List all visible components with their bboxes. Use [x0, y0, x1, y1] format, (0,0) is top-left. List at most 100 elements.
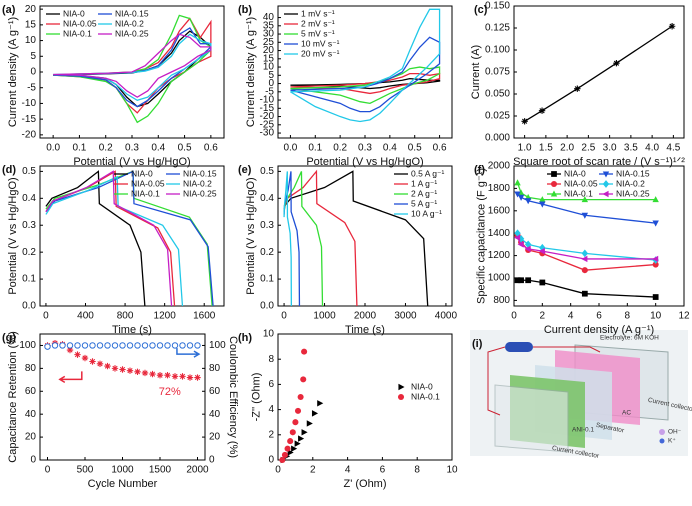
x-tick-label: 2.5: [581, 143, 595, 154]
x-tick-label: 4: [345, 465, 351, 476]
marker: [581, 255, 588, 263]
y-tick-label: 2000: [488, 161, 511, 172]
panel-label: (f): [474, 164, 485, 176]
marker: [156, 372, 164, 379]
plot-frame: [277, 333, 453, 461]
k-label: K⁺: [668, 438, 676, 445]
panel: 0 500 1000 1500 2000020406080100020406080100…: [2, 331, 239, 490]
x-tick-label: 0.0: [46, 143, 60, 154]
marker: [581, 290, 588, 297]
marker: [581, 196, 589, 203]
marker: [126, 342, 134, 349]
y2-tick-label: 80: [209, 363, 221, 374]
marker: [291, 445, 298, 452]
y-tick-label: 1800: [488, 183, 511, 194]
panel: 1.0 1.5 2.0 2.5 3.0 3.5 4.0 4.5 0.000 0.025 0.050 0…: [470, 1, 685, 168]
marker: [297, 393, 304, 401]
x-tick-label: 1500: [149, 465, 172, 476]
x-tick-label: 2.0: [560, 143, 574, 154]
marker: [96, 360, 104, 367]
x-tick-label: 1600: [193, 311, 216, 322]
marker: [581, 267, 588, 274]
y-tick-label: 20: [25, 4, 37, 15]
y-tick-label: 0.1: [22, 274, 36, 285]
legend-label: 1 A g⁻¹: [411, 178, 437, 188]
battery: [505, 342, 533, 352]
marker: [74, 351, 81, 358]
legend-marker: [602, 190, 609, 198]
y-tick-label: 1600: [488, 205, 511, 216]
x-axis-label: Cycle Number: [88, 478, 158, 490]
x-tick-label: 0.5: [408, 143, 422, 154]
y-tick-label: 15: [25, 19, 37, 30]
series-line: [53, 33, 212, 101]
collector-plate: [494, 384, 569, 453]
x-tick-label: 1000: [111, 465, 134, 476]
marker: [652, 255, 659, 263]
marker: [194, 342, 201, 349]
legend-label: NIA-0: [411, 381, 433, 391]
x-tick-label: 4000: [435, 311, 458, 322]
marker: [44, 343, 51, 350]
x-axis-label: Potential (V vs Hg/HgO): [73, 156, 190, 168]
y-tick-label: 0.025: [485, 111, 510, 122]
marker: [652, 294, 659, 300]
y-tick-label: 0.4: [260, 193, 274, 204]
legend-label: NIA-0.1: [411, 391, 440, 401]
marker: [149, 342, 156, 349]
y-axis-label: -Z'' (Ohm): [251, 373, 263, 422]
marker: [81, 342, 89, 349]
x-tick-label: 0.4: [383, 143, 397, 154]
marker: [164, 372, 171, 379]
x-tick-label: 1000: [313, 311, 336, 322]
series-line: [283, 170, 429, 307]
x-tick-label: 3.5: [624, 143, 638, 154]
y-tick-label: 25: [263, 37, 275, 48]
series-line: [53, 30, 212, 108]
wire: [487, 346, 601, 416]
y2-tick-label: 20: [209, 432, 221, 443]
y-tick-label: -10: [260, 95, 275, 106]
y-tick-label: 10: [263, 329, 275, 340]
y-tick-label: 20: [263, 45, 275, 56]
series-line: [53, 33, 212, 98]
y-tick-label: 0.0: [260, 301, 274, 312]
y-tick-label: -15: [260, 103, 275, 114]
marker: [141, 369, 149, 377]
panel-label: (g): [2, 332, 16, 344]
series-line: [516, 237, 656, 260]
y-tick-label: 800: [493, 295, 510, 306]
series-line: [290, 8, 441, 123]
panel-label: (b): [238, 4, 252, 16]
x-axis-label: Time (s): [112, 324, 152, 336]
y-tick-label: 0: [30, 455, 36, 466]
legend-label: NIA-0.25: [183, 188, 217, 198]
x-tick-label: 10: [650, 311, 662, 322]
plot-frame: [513, 5, 685, 139]
x-tick-label: 0: [45, 465, 51, 476]
x-tick-label: 6: [380, 465, 386, 476]
panel: 0 1000 2000 3000 4000 0.0 0.1 0.2 0.3 0.4 0.5 Time …: [238, 164, 457, 336]
y-tick-label: 0.5: [22, 166, 36, 177]
marker: [96, 342, 104, 349]
x-tick-label: 2000: [354, 311, 377, 322]
legend-label: 1 mV s⁻¹: [301, 8, 335, 18]
legend-label: NIA-0.2: [616, 178, 645, 188]
y-tick-label: 15: [263, 53, 275, 64]
plot-frame: [39, 165, 225, 307]
x-tick-label: 2: [310, 465, 316, 476]
marker: [524, 198, 532, 205]
y-tick-label: 2: [268, 429, 274, 440]
y-tick-label: 0.3: [260, 220, 274, 231]
marker: [539, 201, 546, 208]
legend-label: 10 A g⁻¹: [411, 208, 442, 218]
panel: 0 2 4 6 8 10 12 800 1000 1200 1400 1600 1800 2000 Curr…: [474, 161, 690, 336]
y2-tick-label: 40: [209, 409, 221, 420]
legend-label: NIA-0.1: [564, 188, 593, 198]
marker: [89, 358, 96, 365]
marker: [306, 420, 313, 427]
x-axis-label: Square root of scan rate / (V s⁻¹)¹ᐟ²: [513, 156, 685, 168]
marker: [294, 407, 302, 414]
